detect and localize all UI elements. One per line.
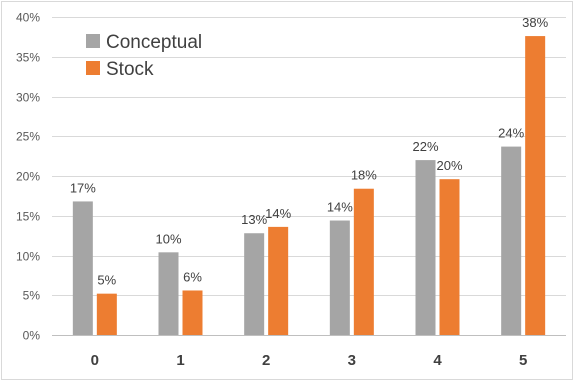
bar-stock-4 (439, 179, 460, 335)
data-label-stock-3: 18% (351, 168, 377, 183)
x-category-label: 0 (91, 352, 99, 369)
bar-stock-1 (182, 290, 203, 335)
data-label-conceptual-5: 24% (498, 126, 524, 141)
bar-conceptual-1 (158, 252, 179, 335)
y-tick-label: 10% (16, 250, 40, 264)
x-category-label: 4 (433, 352, 442, 369)
y-tick-label: 5% (23, 289, 41, 303)
bar-stock-3 (353, 188, 374, 335)
bar-stock-5 (525, 36, 546, 336)
legend-swatch-conceptual (86, 34, 100, 48)
data-label-conceptual-2: 13% (241, 212, 267, 227)
data-label-conceptual-4: 22% (412, 139, 438, 154)
legend-label-conceptual: Conceptual (106, 32, 202, 53)
y-tick-label: 25% (16, 130, 40, 144)
data-label-conceptual-0: 17% (70, 180, 96, 195)
bar-stock-0 (96, 293, 117, 335)
bar-conceptual-4 (415, 160, 436, 335)
data-labels: 17%5%10%6%13%14% 14%18%22%20%24%38% (70, 15, 549, 288)
gridlines (52, 17, 566, 336)
data-label-conceptual-1: 10% (155, 231, 181, 246)
data-label-stock-1: 6% (183, 269, 202, 284)
data-label-conceptual-3: 14% (327, 200, 353, 215)
x-category-label: 2 (262, 352, 270, 369)
data-label-stock-5: 38% (522, 15, 548, 30)
y-tick-label: 35% (16, 51, 40, 65)
x-category-label: 5 (519, 352, 527, 369)
y-tick-label: 40% (16, 11, 40, 25)
y-tick-label: 20% (16, 170, 40, 184)
x-axis-categories: 0 1 2 3 4 5 (91, 352, 528, 369)
legend-swatch-stock (86, 61, 100, 75)
y-tick-label: 0% (23, 329, 41, 343)
bars (72, 36, 546, 336)
y-tick-label: 30% (16, 91, 40, 105)
bar-conceptual-0 (72, 201, 93, 335)
bar-conceptual-3 (329, 220, 350, 335)
data-label-stock-2: 14% (265, 206, 291, 221)
data-label-stock-0: 5% (97, 273, 116, 288)
x-category-label: 1 (176, 352, 184, 369)
y-tick-label: 15% (16, 210, 40, 224)
y-axis-ticks: 0% 5% 10% 15% 20% 25% 30% 35% 40% (16, 11, 40, 343)
data-label-stock-4: 20% (436, 158, 462, 173)
bar-conceptual-5 (501, 146, 522, 335)
legend: Conceptual Stock (86, 32, 202, 80)
x-category-label: 3 (348, 352, 356, 369)
bar-conceptual-2 (244, 233, 265, 335)
legend-label-stock: Stock (106, 59, 154, 80)
bar-stock-2 (268, 226, 289, 335)
